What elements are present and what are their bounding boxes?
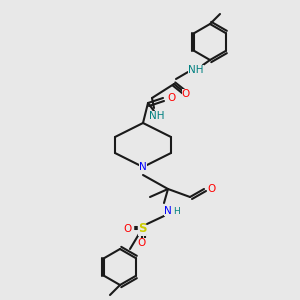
Text: O: O bbox=[167, 93, 175, 103]
Text: N: N bbox=[164, 206, 172, 216]
Text: H: H bbox=[172, 208, 179, 217]
Text: O: O bbox=[124, 224, 132, 234]
Text: O: O bbox=[208, 184, 216, 194]
Text: S: S bbox=[138, 223, 146, 236]
Text: O: O bbox=[138, 238, 146, 248]
Text: O: O bbox=[182, 89, 190, 99]
Text: NH: NH bbox=[188, 65, 204, 75]
Text: NH: NH bbox=[149, 111, 165, 121]
Text: N: N bbox=[139, 162, 147, 172]
